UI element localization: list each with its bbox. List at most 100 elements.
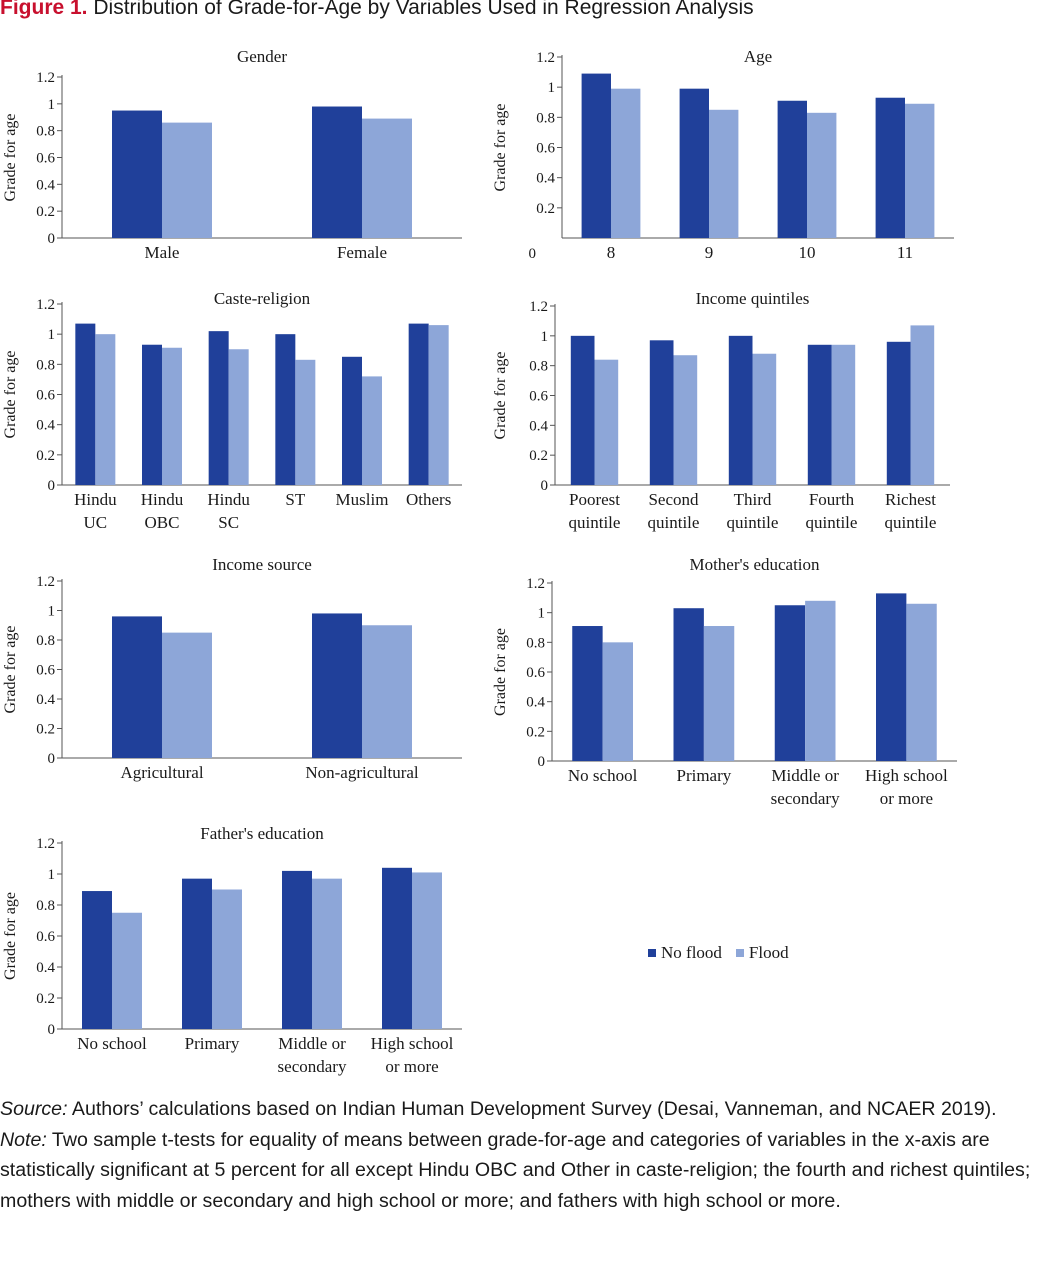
chart-income-quintiles: Income quintiles Grade for age 0 0.2 0.4 0.6 0…	[492, 289, 950, 532]
x-tick-label: Non-agricultural	[305, 763, 419, 782]
bar-no-flood	[208, 331, 229, 485]
y-tick-label: 0.2	[529, 448, 548, 464]
x-tick-label: secondary	[278, 1057, 347, 1076]
legend-item-no-flood: No flood	[648, 943, 722, 963]
y-tick-label: 0.4	[529, 418, 548, 434]
bar-flood	[805, 600, 836, 761]
y-tick-label: 1.2	[36, 70, 55, 86]
x-tick-label: No school	[77, 1034, 147, 1053]
bar-flood	[709, 109, 739, 239]
chart-title: Caste-religion	[214, 289, 311, 308]
bar-no-flood	[182, 878, 212, 1029]
y-tick-label: 1.2	[526, 576, 545, 592]
bar-flood	[703, 626, 735, 761]
bar-flood	[602, 642, 633, 761]
x-tick-label: UC	[84, 513, 108, 532]
bar-flood	[611, 88, 641, 238]
y-tick-label: 0.8	[526, 635, 545, 651]
bar-no-flood	[75, 323, 96, 485]
x-tick-label: Poorest	[569, 490, 620, 509]
y-tick-label: 0.6	[36, 663, 55, 679]
chart-title: Income source	[212, 555, 312, 574]
y-tick-label: 0	[48, 1022, 56, 1038]
y-tick-label: 1.2	[536, 50, 555, 66]
legend: No flood Flood	[648, 943, 797, 963]
figure-notes: Source: Authors’ calculations based on I…	[0, 1094, 1040, 1216]
x-tick-label: No school	[568, 766, 638, 785]
x-tick-label: Third	[734, 490, 772, 509]
y-tick-label: 0.4	[36, 960, 55, 976]
bar-no-flood	[312, 106, 362, 239]
chart-panel-fathers-education: Father's education Grade for age 0 0.2 0.4 0.…	[0, 817, 470, 1082]
bar-no-flood	[679, 88, 709, 238]
y-tick-label: 0.4	[36, 692, 55, 708]
y-tick-label: 0.2	[36, 722, 55, 738]
bar-flood	[905, 103, 935, 238]
x-tick-label: Middle or	[278, 1034, 346, 1053]
y-tick-label: 0.2	[36, 448, 55, 464]
chart-gender: Gender Grade for age 0 0.2 0.4 0.6 0.8 1 1.2 Male…	[2, 47, 462, 262]
y-axis-label: Grade for age	[2, 892, 19, 980]
bar-no-flood	[112, 616, 162, 758]
y-axis-label: Grade for age	[2, 351, 19, 439]
y-tick-label: 1	[538, 606, 546, 622]
x-tick-label: Female	[337, 243, 387, 262]
note-text: Two sample t-tests for equality of means…	[0, 1128, 1031, 1212]
y-tick-label: 0.2	[526, 724, 545, 740]
chart-panel-mothers-education: Mother's education Grade for age 0 0.2 0.4 0.…	[490, 548, 990, 813]
bar-no-flood	[408, 323, 429, 485]
x-tick-label: Middle or	[771, 766, 839, 785]
bar-flood	[594, 359, 619, 485]
chart-mothers-education: Mother's education Grade for age 0 0.2 0.4 0.…	[492, 555, 957, 808]
y-tick-label: 1	[541, 329, 549, 345]
x-tick-label: Hindu	[207, 490, 250, 509]
x-tick-label: Agricultural	[120, 763, 203, 782]
bar-no-flood	[382, 867, 412, 1029]
y-tick-label: 0	[541, 478, 549, 494]
x-tick-label: Second	[648, 490, 699, 509]
bar-no-flood	[275, 334, 296, 485]
y-tick-label: 0.2	[36, 204, 55, 220]
y-tick-label: 0	[48, 478, 56, 494]
bar-no-flood	[82, 891, 112, 1029]
x-tick-label: quintile	[569, 513, 621, 532]
y-tick-label: 0	[538, 754, 546, 770]
x-tick-label: Richest	[885, 490, 936, 509]
x-tick-label: High school	[371, 1034, 454, 1053]
bar-no-flood	[673, 608, 704, 761]
y-tick-label: 1.2	[36, 574, 55, 590]
x-tick-label: Primary	[185, 1034, 240, 1053]
y-tick-label: 0.6	[36, 388, 55, 404]
bar-no-flood	[876, 593, 907, 761]
chart-panel-income-quintiles: Income quintiles Grade for age 0 0.2 0.4 0.6 0…	[490, 282, 980, 537]
bar-no-flood	[142, 344, 162, 485]
y-tick-label: 0.4	[36, 177, 55, 193]
x-tick-label: quintile	[727, 513, 779, 532]
y-axis-label: Grade for age	[492, 104, 509, 192]
x-tick-label: 10	[799, 243, 816, 262]
y-tick-label: 1.2	[529, 299, 548, 315]
chart-title: Mother's education	[689, 555, 820, 574]
chart-caste-religion: Caste-religion Grade for age 0 0.2 0.4 0.6 0.8…	[2, 289, 462, 532]
y-tick-label: 0.2	[36, 991, 55, 1007]
x-tick-label: 8	[607, 243, 616, 262]
bar-no-flood	[342, 356, 362, 485]
bar-no-flood	[581, 73, 611, 238]
x-tick-label: ST	[285, 490, 305, 509]
bar-no-flood	[728, 335, 753, 485]
y-tick-label: 0.8	[536, 110, 555, 126]
x-tick-label: 9	[705, 243, 714, 262]
bar-flood	[428, 325, 449, 485]
bar-no-flood	[570, 335, 595, 485]
legend-swatch-flood	[735, 949, 744, 957]
legend-label-flood: Flood	[748, 943, 789, 962]
bar-no-flood	[282, 870, 312, 1029]
bar-flood	[95, 334, 116, 485]
y-tick-label: 0.8	[36, 633, 55, 649]
y-tick-label: 0.6	[536, 141, 555, 157]
y-tick-label: 1	[48, 604, 56, 620]
chart-panel-gender: Gender Grade for age 0 0.2 0.4 0.6 0.8 1 1.2 Male…	[0, 40, 470, 265]
bar-no-flood	[312, 613, 362, 758]
bar-flood	[673, 355, 698, 485]
y-tick-label: 0.6	[526, 665, 545, 681]
